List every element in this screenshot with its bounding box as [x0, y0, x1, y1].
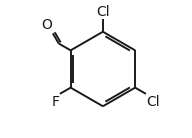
Text: O: O	[41, 18, 52, 32]
Text: Cl: Cl	[96, 5, 110, 19]
Text: F: F	[51, 95, 59, 108]
Text: Cl: Cl	[147, 95, 160, 108]
